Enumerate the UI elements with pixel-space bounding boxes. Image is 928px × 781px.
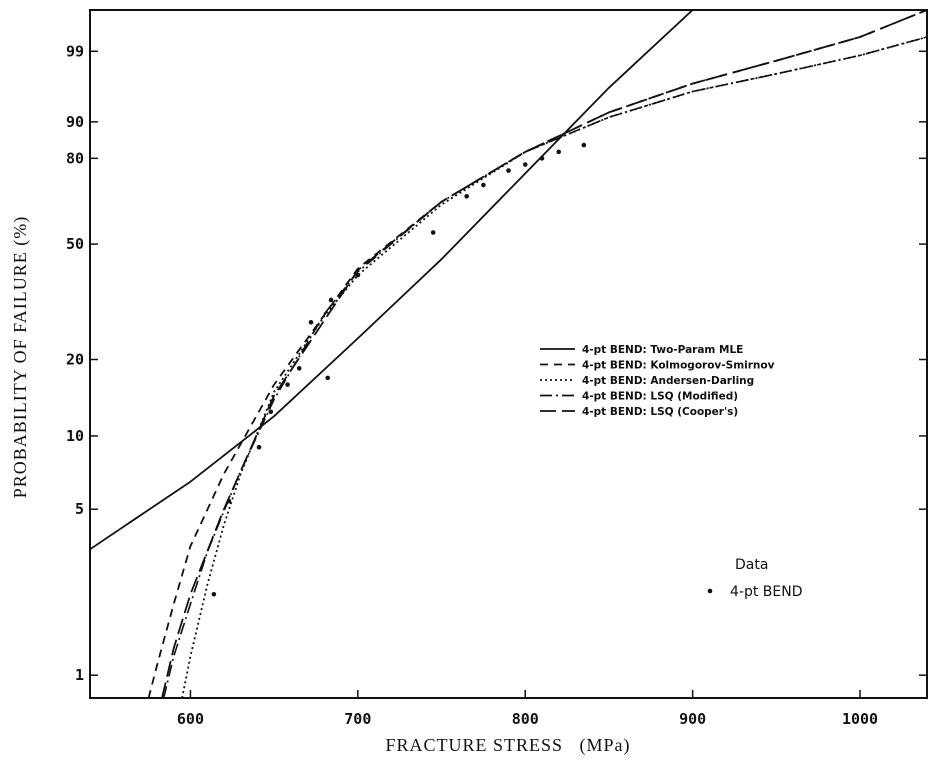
y-tick-label: 80 bbox=[66, 149, 84, 167]
plot-frame bbox=[89, 9, 928, 699]
data-points bbox=[211, 142, 587, 597]
data-point bbox=[430, 230, 436, 235]
series-line-4 bbox=[162, 36, 927, 698]
legend-label-3: 4-pt BEND: Andersen-Darling bbox=[582, 375, 754, 387]
data-point bbox=[268, 409, 274, 415]
data-legend-title: Data bbox=[735, 557, 768, 573]
y-tick-label: 90 bbox=[66, 113, 84, 131]
legend-label-5: 4-pt BEND: LSQ (Cooper's) bbox=[582, 406, 738, 418]
data-point bbox=[355, 272, 361, 278]
data-point bbox=[308, 320, 314, 325]
series-layer bbox=[90, 10, 927, 698]
x-tick-label: 600 bbox=[177, 710, 204, 728]
x-axis: 600 700 800 900 1000 bbox=[177, 690, 878, 728]
x-tick-label: 700 bbox=[344, 710, 371, 728]
data-point bbox=[256, 444, 262, 450]
y-tick-label: 5 bbox=[75, 500, 84, 518]
series-line-5 bbox=[161, 10, 927, 698]
x-axis-title: FRACTURE STRESS (MPa) bbox=[385, 735, 630, 756]
series-line-1 bbox=[90, 10, 701, 551]
data-point bbox=[328, 297, 334, 303]
data-point bbox=[581, 142, 587, 148]
legend-label-2: 4-pt BEND: Kolmogorov-Smirnov bbox=[582, 360, 775, 372]
data-point bbox=[522, 162, 528, 167]
data-legend: Data 4-pt BEND bbox=[707, 557, 803, 600]
x-tick-label: 900 bbox=[679, 710, 706, 728]
y-tick-label: 10 bbox=[66, 427, 84, 445]
y-axis-title: PROBABILITY OF FAILURE (%) bbox=[10, 216, 31, 499]
y-tick-label: 1 bbox=[75, 666, 84, 684]
y-tick-label: 20 bbox=[66, 351, 84, 369]
y-tick-label: 50 bbox=[66, 235, 84, 253]
data-legend-marker bbox=[707, 588, 713, 594]
legend-label-1: 4-pt BEND: Two-Param MLE bbox=[582, 344, 743, 356]
data-point bbox=[296, 366, 302, 371]
x-tick-label: 800 bbox=[512, 710, 539, 728]
data-legend-label: 4-pt BEND bbox=[730, 584, 803, 600]
legend: 4-pt BEND: Two-Param MLE 4-pt BEND: Kolmo… bbox=[540, 344, 775, 418]
data-point bbox=[285, 382, 290, 387]
data-point bbox=[211, 591, 217, 597]
data-point bbox=[556, 149, 562, 155]
y-tick-label: 99 bbox=[66, 42, 84, 60]
data-point bbox=[506, 168, 511, 173]
data-point bbox=[481, 182, 486, 188]
data-point bbox=[539, 156, 545, 161]
legend-label-4: 4-pt BEND: LSQ (Modified) bbox=[582, 391, 738, 403]
data-point bbox=[464, 193, 469, 199]
y-axis: 1 5 10 20 50 80 90 99 bbox=[66, 42, 927, 684]
data-point bbox=[226, 498, 232, 504]
series-line-2 bbox=[147, 10, 927, 698]
plot-border bbox=[89, 9, 928, 699]
data-point bbox=[325, 375, 331, 381]
x-tick-label: 1000 bbox=[842, 710, 878, 728]
series-line-3 bbox=[181, 36, 927, 698]
